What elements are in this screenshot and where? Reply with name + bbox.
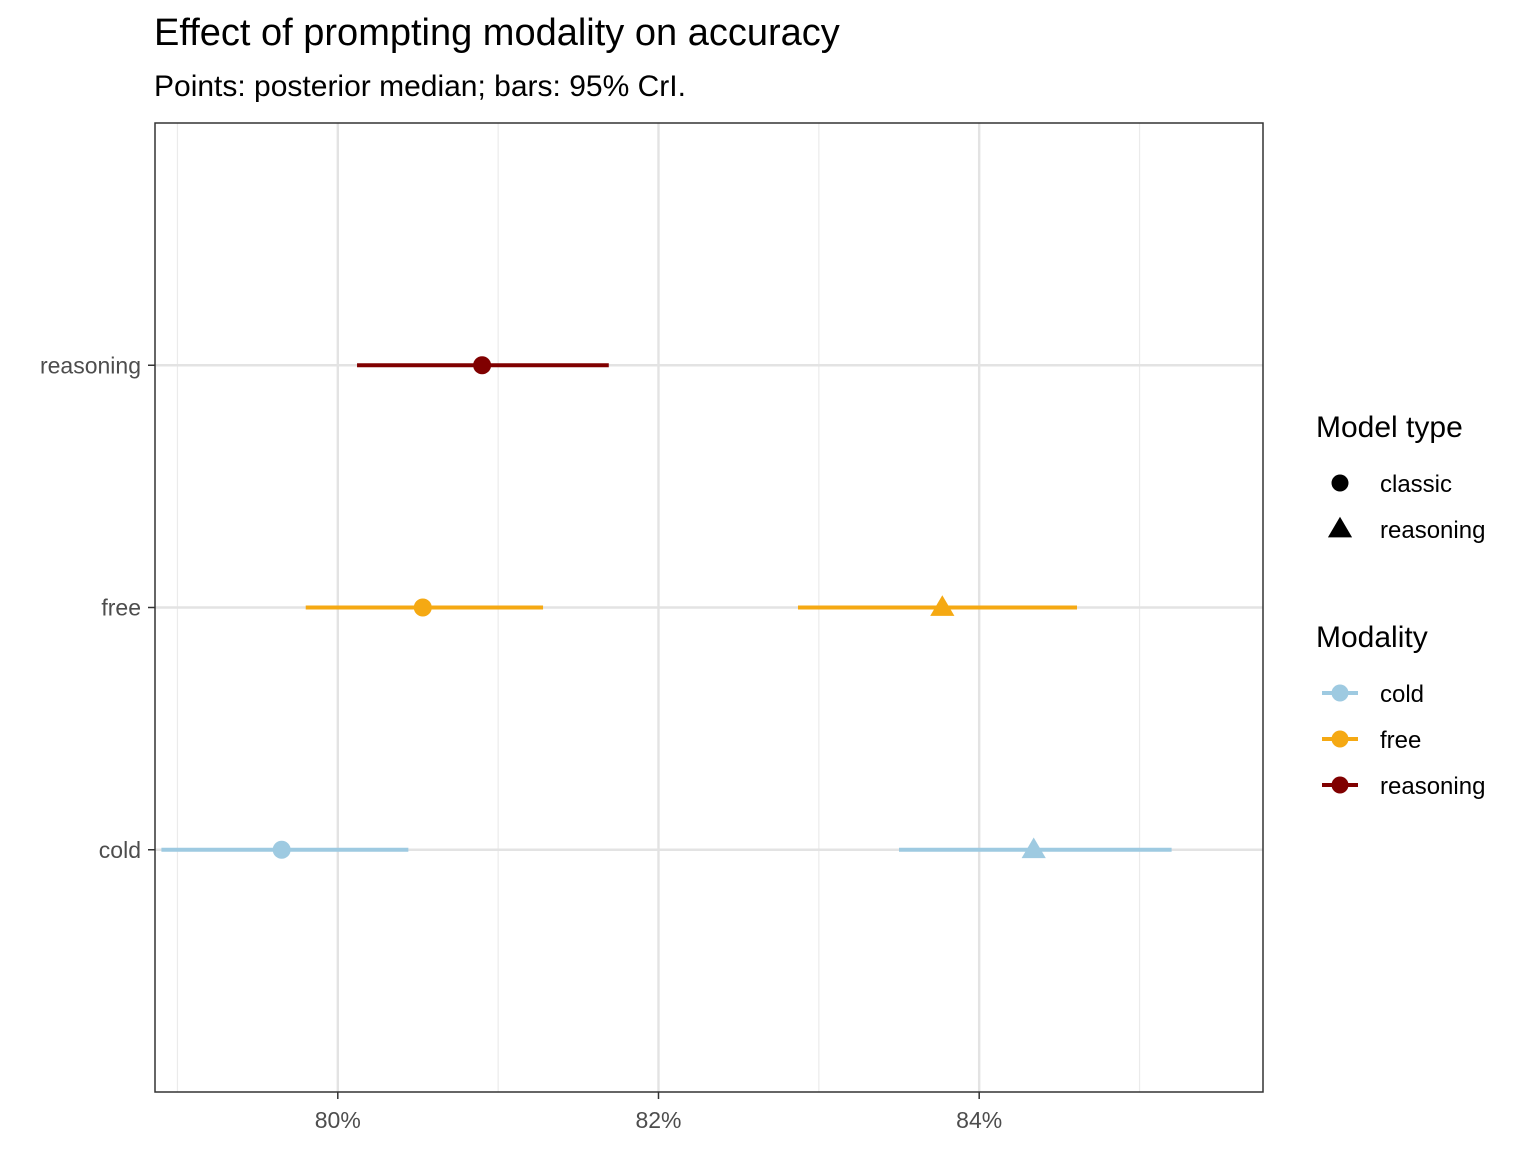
x-tick-label: 80% xyxy=(315,1107,361,1133)
y-tick-label: free xyxy=(101,595,141,621)
legend-shape-title: Model type xyxy=(1316,411,1463,444)
point-cold-classic xyxy=(272,840,291,859)
legend-label-reasoning: reasoning xyxy=(1380,517,1485,544)
legend-key-dot-free xyxy=(1331,730,1349,748)
legend-label-free: free xyxy=(1380,727,1421,754)
point-free-classic xyxy=(413,598,432,617)
y-tick-label: reasoning xyxy=(40,352,141,378)
legend-key-triangle xyxy=(1327,516,1353,538)
y-tick-label: cold xyxy=(99,837,141,863)
legend-label-cold: cold xyxy=(1380,681,1424,708)
legend-key-dot-reasoning xyxy=(1331,776,1349,794)
axes: 80% 82% 84% cold free reasoning xyxy=(40,352,1002,1133)
chart-subtitle: Points: posterior median; bars: 95% CrI. xyxy=(154,70,686,103)
legend-key-circle xyxy=(1331,474,1349,492)
chart-title: Effect of prompting modality on accuracy xyxy=(154,12,840,54)
legend-label-classic: classic xyxy=(1380,471,1452,498)
median-points xyxy=(272,356,1046,859)
point-reasoning-classic xyxy=(473,356,492,375)
x-tick-label: 84% xyxy=(956,1107,1002,1133)
legend-label-reasoning: reasoning xyxy=(1380,773,1485,800)
legend: Model type classic reasoning Modality col… xyxy=(1316,411,1485,800)
legend-key-dot-cold xyxy=(1331,684,1349,702)
x-tick-label: 82% xyxy=(635,1107,681,1133)
point-cold-reasoning xyxy=(1021,837,1046,859)
point-free-reasoning xyxy=(930,595,955,616)
legend-color-title: Modality xyxy=(1316,621,1428,654)
